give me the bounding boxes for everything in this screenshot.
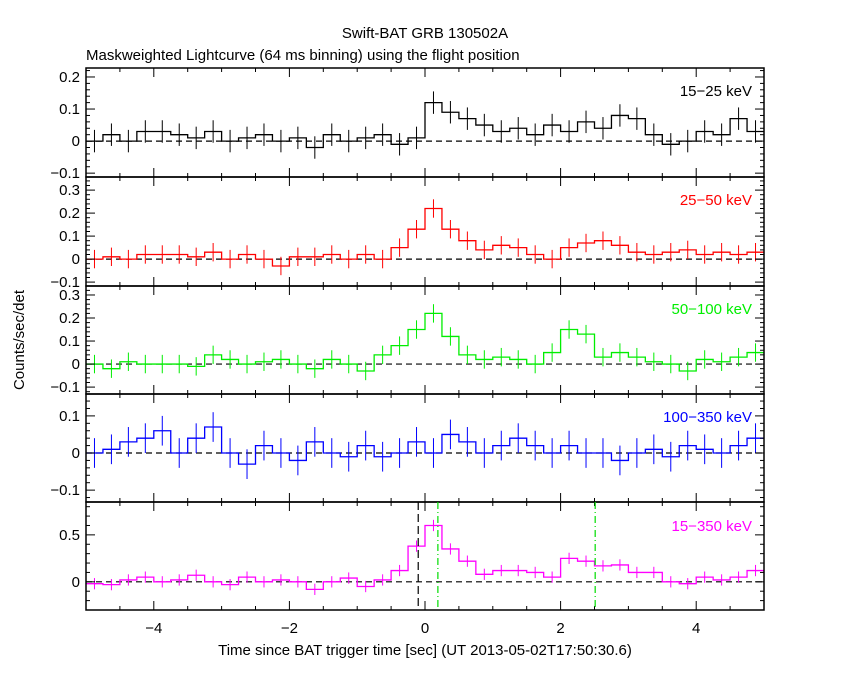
y-tick-label: 0: [72, 574, 80, 591]
lightcurve-series: [86, 101, 764, 149]
x-tick-label: −4: [145, 620, 162, 637]
y-tick-label: −0.1: [50, 274, 80, 291]
x-tick-label: 4: [692, 620, 700, 637]
lightcurve-series: [86, 426, 764, 465]
y-tick-label: 0.1: [59, 333, 80, 350]
x-tick-label: 2: [556, 620, 564, 637]
y-tick-label: 0: [72, 251, 80, 268]
panel-energy-label: 100−350 keV: [663, 409, 752, 426]
chart-title: Swift-BAT GRB 130502A: [342, 25, 508, 42]
panel-2: −0.1 0 0.1 0.2 0.3 25−50 keV: [50, 176, 765, 291]
y-axis-label: Counts/sec/det: [11, 289, 28, 390]
panel-3: −0.1 0 0.1 0.2 0.3 50−100 keV: [50, 285, 765, 396]
y-tick-label: 0.2: [59, 69, 80, 86]
x-tick-label: −2: [281, 620, 298, 637]
lightcurve-series: [86, 312, 764, 372]
y-tick-label: 0.5: [59, 527, 80, 544]
chart-subtitle: Maskweighted Lightcurve (64 ms binning) …: [86, 47, 520, 64]
x-tick-label: 0: [421, 620, 429, 637]
y-tick-label: 0: [72, 445, 80, 462]
y-tick-label: −0.1: [50, 165, 80, 182]
panel-energy-label: 15−350 keV: [672, 518, 753, 535]
panel-frame: [85, 501, 765, 611]
y-tick-label: 0.1: [59, 228, 80, 245]
y-tick-label: 0: [72, 133, 80, 150]
y-tick-label: 0.1: [59, 408, 80, 425]
y-tick-label: 0.2: [59, 310, 80, 327]
panel-energy-label: 25−50 keV: [680, 192, 752, 209]
x-axis-label: Time since BAT trigger time [sec] (UT 20…: [218, 642, 632, 659]
y-tick-label: 0.3: [59, 182, 80, 199]
panel-1: −0.1 0 0.1 0.2 15−25 keV: [50, 67, 765, 182]
y-tick-label: 0.3: [59, 287, 80, 304]
lightcurve-series: [86, 524, 764, 590]
y-tick-label: 0: [72, 356, 80, 373]
panel-frame: [85, 285, 765, 395]
panel-frame: [85, 176, 765, 287]
panel-4: −0.1 0 0.1 100−350 keV: [50, 393, 765, 503]
panel-5: 0 0.5 15−350 keV: [59, 501, 765, 611]
y-tick-label: 0.2: [59, 205, 80, 222]
y-tick-label: −0.1: [50, 482, 80, 499]
y-tick-label: −0.1: [50, 379, 80, 396]
panel-energy-label: 50−100 keV: [672, 301, 753, 318]
panel-energy-label: 15−25 keV: [680, 83, 752, 100]
lightcurve-series: [86, 207, 764, 267]
y-tick-label: 0.1: [59, 101, 80, 118]
